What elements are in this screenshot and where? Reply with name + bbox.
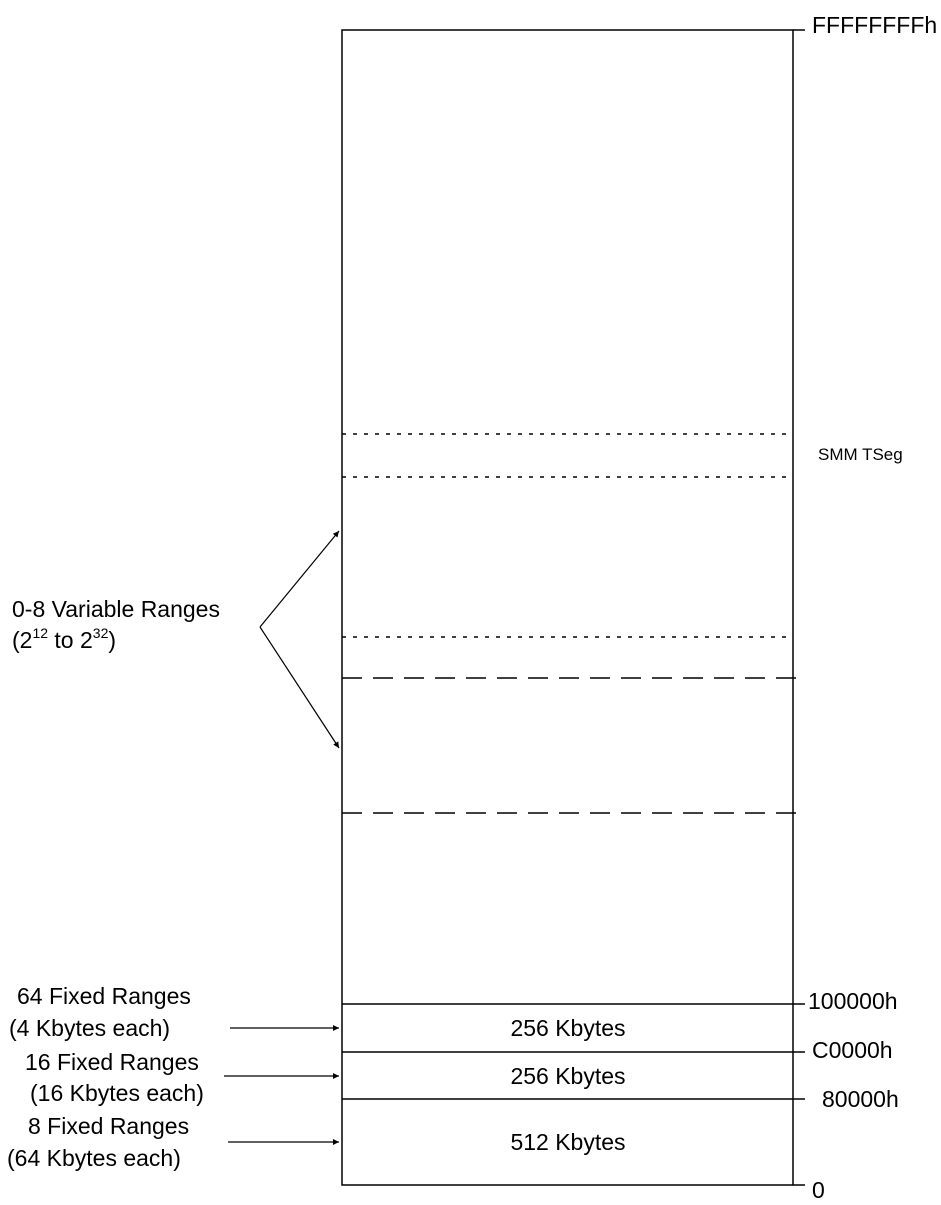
address-zero: 0 — [812, 1177, 825, 1203]
block-256k-lower: 256 Kbytes — [510, 1063, 625, 1089]
fixed-64-ranges-size-label: (4 Kbytes each) — [9, 1015, 170, 1041]
variable-range-arrow-down — [259, 626, 340, 749]
fixed-8-ranges-label: 8 Fixed Ranges — [28, 1113, 189, 1139]
variable-ranges-label: 0-8 Variable Ranges — [12, 596, 220, 622]
address-top: FFFFFFFFh — [812, 12, 937, 38]
address-C0000h: C0000h — [812, 1037, 893, 1063]
address-80000h: 80000h — [822, 1086, 899, 1112]
block-512k: 512 Kbytes — [510, 1129, 625, 1155]
variable-ranges-exponent-range: (212 to 232) — [12, 625, 116, 653]
fixed-16-ranges-size-label: (16 Kbytes each) — [30, 1080, 204, 1106]
fixed-8-ranges-size-label: (64 Kbytes each) — [7, 1145, 181, 1171]
fixed-16-ranges-label: 16 Fixed Ranges — [25, 1049, 199, 1075]
block-256k-upper: 256 Kbytes — [510, 1015, 625, 1041]
variable-range-arrow-up — [259, 530, 340, 628]
smm-tseg-label: SMM TSeg — [818, 445, 903, 464]
fixed-64-ranges-label: 64 Fixed Ranges — [17, 983, 191, 1009]
address-100000h: 100000h — [808, 988, 898, 1014]
memory-map-box — [341, 29, 794, 1186]
